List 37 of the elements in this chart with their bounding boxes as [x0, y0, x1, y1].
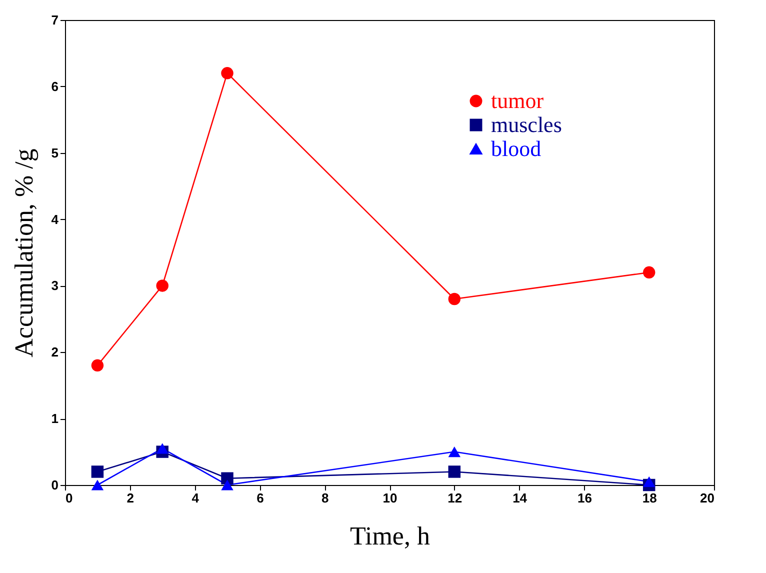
y-tick-label: 2	[51, 344, 58, 360]
legend-label: muscles	[491, 112, 562, 137]
x-tick-label: 4	[192, 490, 200, 506]
x-tick-label: 0	[66, 490, 73, 506]
point	[448, 292, 461, 306]
y-tick-label: 6	[51, 78, 58, 94]
legend-label: blood	[491, 136, 542, 161]
y-tick-label: 3	[51, 278, 58, 294]
y-tick-label: 1	[51, 411, 58, 426]
point	[642, 476, 656, 487]
point	[91, 466, 104, 478]
point	[448, 446, 461, 458]
point	[221, 480, 234, 490]
x-tick-label: 12	[448, 490, 462, 506]
y-tick-label: 0	[51, 478, 58, 492]
x-tick-label: 6	[256, 490, 264, 506]
y-tick-label: 5	[51, 145, 58, 160]
point	[221, 67, 234, 80]
point	[91, 359, 104, 372]
x-tick-label: 14	[512, 490, 528, 506]
x-tick-label: 8	[321, 490, 329, 506]
point	[448, 466, 461, 478]
x-tick-label: 10	[382, 490, 398, 506]
x-tick-label: 18	[642, 490, 657, 506]
point	[156, 443, 168, 454]
x-tick-label: 2	[126, 490, 134, 506]
y-axis-title: Accumulation, % /g	[9, 148, 38, 358]
point	[156, 280, 168, 292]
x-tick-label: 16	[577, 490, 592, 506]
x-axis-title: Time, h	[350, 522, 430, 550]
point	[642, 266, 656, 279]
x-tick-label: 20	[700, 490, 714, 506]
point	[91, 480, 104, 490]
y-tick-label: 4	[51, 212, 60, 227]
y-tick-label: 7	[51, 12, 58, 28]
legend-label: tumor	[491, 88, 544, 113]
point	[221, 472, 234, 484]
